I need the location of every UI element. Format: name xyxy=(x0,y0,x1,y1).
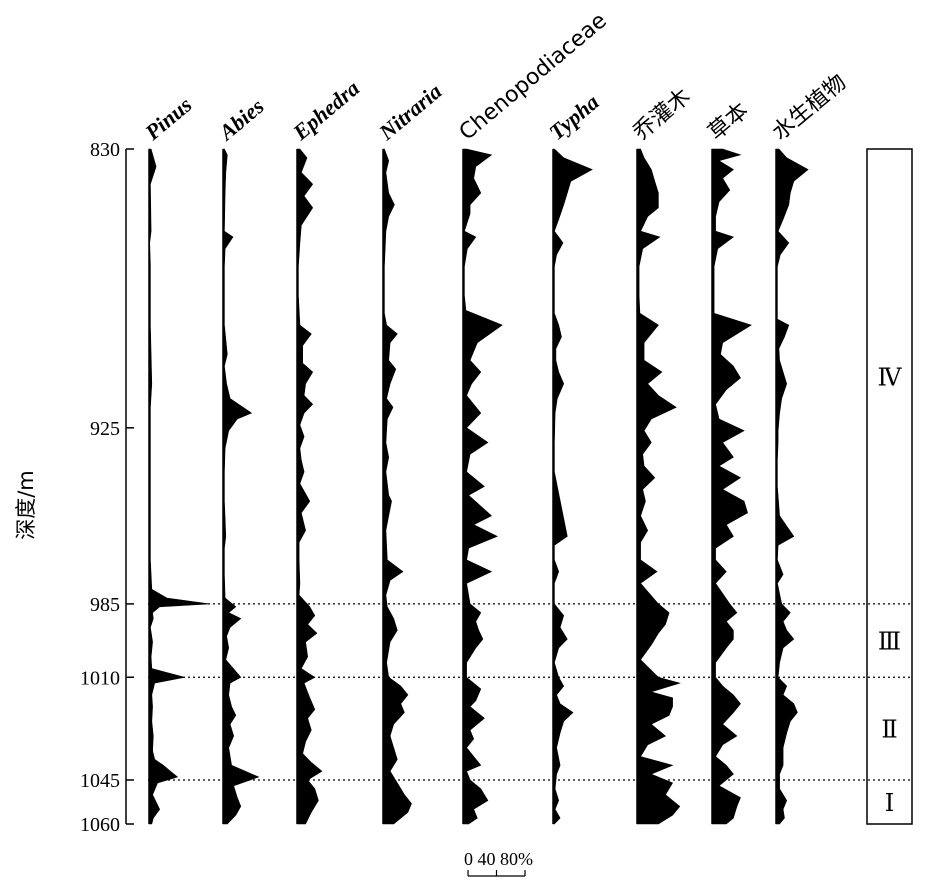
taxon-area xyxy=(462,148,503,825)
zone-label: Ⅳ xyxy=(878,365,903,391)
scale-bar-label: 0 40 80% xyxy=(464,849,533,869)
taxon-label: 乔灌木 xyxy=(629,84,696,146)
taxon-column: Ephedra xyxy=(287,75,364,825)
taxon-area xyxy=(222,148,260,825)
taxon-area xyxy=(148,148,210,825)
y-axis-title: 深度/m xyxy=(14,470,38,540)
taxon-label: Typha xyxy=(544,89,603,145)
taxon-column: Pinus xyxy=(139,92,210,825)
percent-scale: 0 40 80% xyxy=(464,849,533,877)
zone-boundaries xyxy=(148,603,912,781)
depth-tick-label: 925 xyxy=(90,418,120,440)
depth-tick-label: 1060 xyxy=(80,814,120,836)
y-axis-title-group: 深度/m xyxy=(14,470,38,540)
depth-tick-label: 1045 xyxy=(80,770,120,792)
taxon-column: 水生植物 xyxy=(768,70,851,825)
taxon-column: Abies xyxy=(213,93,269,825)
taxon-label: Nitraria xyxy=(373,79,446,146)
taxon-area xyxy=(552,148,593,825)
zone-label: Ⅲ xyxy=(878,630,901,656)
depth-tick-label: 1010 xyxy=(80,667,120,689)
taxon-label: 草本 xyxy=(704,98,754,145)
taxon-area xyxy=(711,148,752,825)
taxon-label: Pinus xyxy=(139,92,196,146)
taxon-label: Abies xyxy=(213,93,269,146)
taxon-label: Ephedra xyxy=(287,75,364,145)
zone-label: Ⅰ xyxy=(885,791,894,817)
zone-box xyxy=(866,148,913,825)
taxon-column: Chenopodiaceae xyxy=(455,8,612,825)
zone-column: Ⅳ Ⅲ Ⅱ Ⅰ xyxy=(866,148,913,825)
depth-tick-label: 830 xyxy=(90,139,120,161)
depth-tick-label: 985 xyxy=(90,594,120,616)
taxon-area xyxy=(382,148,412,825)
taxon-column: 乔灌木 xyxy=(629,84,696,825)
taxon-area xyxy=(636,148,681,825)
taxon-column: 草本 xyxy=(704,98,754,825)
taxon-area xyxy=(775,148,809,825)
taxon-area xyxy=(296,148,323,825)
taxon-column: Nitraria xyxy=(373,79,446,825)
taxon-label: Chenopodiaceae xyxy=(455,8,612,145)
taxon-label: 水生植物 xyxy=(768,70,851,146)
zone-label: Ⅱ xyxy=(881,718,897,744)
taxon-curves: Pinus Abies Ephedra Nitraria ChenopodiaceaeT… xyxy=(139,8,851,825)
taxon-column: Typha xyxy=(544,89,604,825)
depth-axis: 830 925 985 1010 1045 1060 xyxy=(80,139,134,836)
